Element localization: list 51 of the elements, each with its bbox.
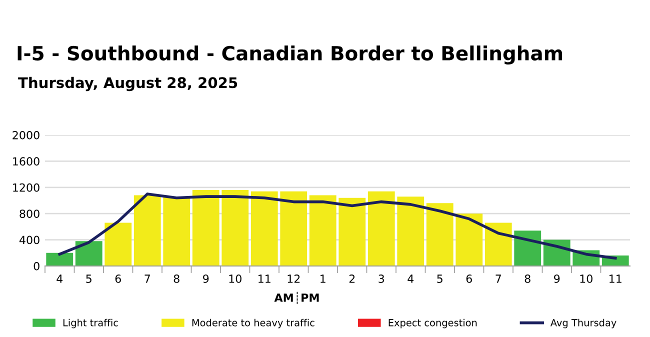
x-tick-label: 1 <box>320 274 326 283</box>
bar <box>250 191 278 266</box>
legend-label: Avg Thursday <box>550 318 616 328</box>
x-tick-label: 4 <box>56 274 63 283</box>
y-tick-label: 1200 <box>13 183 40 192</box>
x-tick-label: 7 <box>144 274 150 283</box>
x-tick-label: 9 <box>203 274 209 283</box>
x-tick-label: 10 <box>229 274 242 283</box>
bar <box>426 203 454 266</box>
y-tick-label: 400 <box>19 236 40 244</box>
bar <box>456 214 483 266</box>
x-tick-label: 6 <box>115 274 121 283</box>
bar <box>104 222 132 266</box>
bar <box>46 252 74 266</box>
bar <box>309 195 336 266</box>
bar <box>163 196 190 266</box>
y-tick-label: 2000 <box>12 130 40 140</box>
x-tick-label: 10 <box>580 274 592 283</box>
bar <box>397 196 424 266</box>
x-tick-label: 7 <box>496 274 501 283</box>
bar <box>514 230 542 266</box>
bar <box>192 190 220 266</box>
bar <box>75 241 102 266</box>
text: AM┊PM <box>274 292 319 304</box>
y-tick-label: 1600 <box>13 157 40 166</box>
x-tick-label: 8 <box>524 274 530 283</box>
bar <box>134 195 161 266</box>
x-tick-label: 11 <box>610 274 622 283</box>
x-tick-label: 12 <box>288 274 300 283</box>
x-tick-label: 2 <box>349 274 355 283</box>
chart-subtitle: Thursday, August 28, 2025 <box>18 76 238 92</box>
y-tick-label: 0 <box>34 262 40 270</box>
bar <box>338 198 366 266</box>
x-tick-label: 11 <box>258 274 270 283</box>
x-tick-label: 9 <box>554 274 560 283</box>
chart-title: I-5 - Southbound - Canadian Border to Bellingham <box>18 46 562 64</box>
x-tick-label: 5 <box>437 274 442 283</box>
x-tick-label: 5 <box>86 274 92 283</box>
bar <box>368 191 395 266</box>
x-tick-label: 8 <box>174 274 180 283</box>
bar <box>484 222 512 266</box>
legend-label: Expect congestion <box>388 318 477 328</box>
y-tick-label: 800 <box>20 210 40 218</box>
legend-label: Moderate to heavy traffic <box>192 318 314 328</box>
x-tick-label: 3 <box>378 274 384 283</box>
x-tick-label: 6 <box>466 274 472 283</box>
bar <box>222 190 249 266</box>
line-series <box>58 192 617 260</box>
x-tick-label: 4 <box>408 274 414 283</box>
bar <box>280 191 308 266</box>
legend-label: Light traffic <box>63 318 118 328</box>
